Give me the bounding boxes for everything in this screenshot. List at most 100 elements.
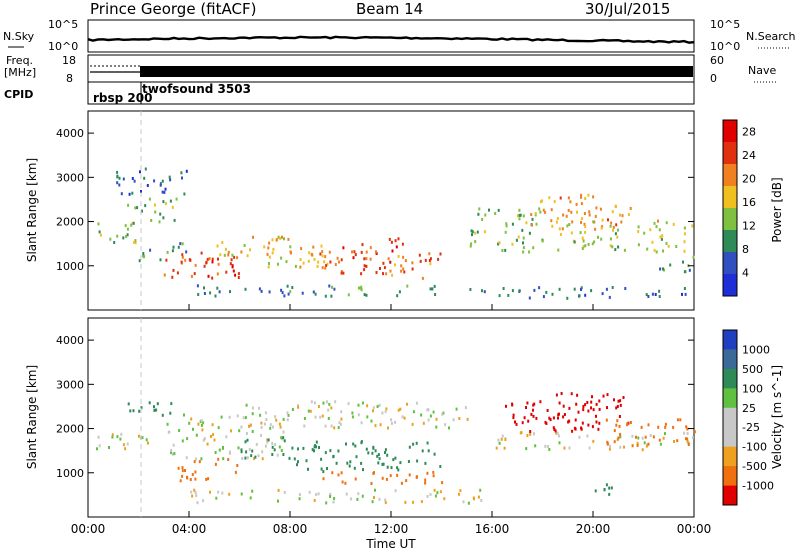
power-cell	[162, 216, 165, 220]
power-cell	[109, 237, 112, 241]
power-cell	[672, 222, 675, 226]
velocity-cell	[544, 444, 547, 448]
power-cell	[558, 287, 561, 291]
velocity-cell	[441, 412, 444, 416]
velocity-cell	[353, 466, 356, 470]
velocity-cell	[245, 403, 248, 407]
velocity-cell	[228, 415, 231, 419]
velocity-cell	[237, 446, 240, 450]
velocity-cell	[111, 433, 114, 437]
power-cell	[351, 250, 353, 254]
velocity-cell	[191, 494, 194, 498]
power-cell	[558, 227, 561, 231]
power-cell	[568, 223, 571, 226]
velocity-cell	[273, 448, 276, 452]
power-cell	[593, 240, 596, 244]
velocity-cell	[307, 467, 309, 471]
velocity-cell	[190, 490, 193, 494]
power-cell	[502, 287, 505, 290]
velocity-cell	[427, 408, 430, 412]
velocity-cell	[586, 434, 589, 438]
power-cell	[629, 206, 632, 210]
power-cell	[116, 175, 119, 179]
velocity-cell	[664, 425, 667, 429]
velocity-cell	[652, 435, 655, 439]
velocity-cell	[314, 415, 317, 419]
power-cell	[565, 214, 568, 218]
velocity-cell	[227, 458, 230, 461]
power-cell	[658, 289, 661, 293]
power-cell	[619, 213, 621, 217]
velocity-cell	[261, 457, 264, 461]
power-cell	[181, 242, 184, 246]
power-cell	[556, 217, 559, 220]
nave-tick-top: 60	[710, 54, 724, 67]
velocity-cell	[658, 438, 661, 442]
power-cell	[133, 240, 136, 244]
velocity-cell	[153, 405, 155, 409]
velocity-cell	[390, 421, 393, 425]
velocity-cell	[580, 426, 582, 430]
velocity-cell	[340, 471, 343, 475]
power-cell	[268, 290, 271, 294]
power-cell	[682, 260, 684, 264]
power-cell	[365, 250, 368, 254]
velocity-cell	[479, 488, 482, 492]
power-cell	[609, 237, 612, 241]
power-cell	[593, 220, 596, 224]
velocity-cell	[166, 422, 169, 426]
velocity-cell	[640, 425, 643, 429]
velocity-cell	[571, 429, 574, 433]
velocity-cell	[676, 418, 679, 422]
power-cell	[172, 268, 175, 272]
power-cell	[428, 252, 431, 256]
power-cell	[661, 234, 664, 238]
power-cell	[161, 179, 164, 183]
power-cell	[323, 260, 326, 264]
power-cell	[181, 255, 184, 259]
power-cell	[531, 223, 533, 227]
power-cell	[550, 208, 553, 212]
power-cell	[267, 265, 270, 269]
velocity-cell	[415, 475, 418, 479]
velocity-cell	[616, 438, 619, 442]
velocity-cell	[578, 435, 581, 439]
power-cell	[588, 210, 591, 214]
power-cell	[139, 170, 141, 174]
power-cell	[601, 218, 604, 222]
velocity-cell	[298, 493, 301, 496]
velocity-cell	[549, 418, 552, 422]
power-cell	[354, 253, 357, 257]
velocity-cell	[325, 501, 328, 505]
velocity-cell	[191, 473, 194, 476]
velocity-colorbar-label: Velocity [m s^-1]	[770, 365, 784, 469]
velocity-cell	[297, 405, 300, 409]
power-cell	[599, 207, 602, 211]
power-cell	[608, 295, 611, 299]
power-cell	[470, 242, 473, 246]
power-cell	[429, 257, 432, 261]
velocity-cell	[263, 422, 266, 426]
velocity-cell	[374, 488, 376, 492]
sky-noise-line	[87, 35, 695, 44]
velocity-colorbar-segment	[723, 446, 737, 467]
power-cell	[184, 258, 187, 262]
velocity-cell	[384, 410, 387, 414]
power-cell	[324, 266, 327, 270]
velocity-cell	[394, 456, 397, 460]
velocity-cell	[622, 396, 625, 399]
velocity-cell	[386, 453, 389, 457]
velocity-cell	[311, 448, 314, 452]
velocity-cell	[168, 430, 171, 434]
velocity-cell	[562, 404, 565, 408]
power-cell	[131, 191, 134, 195]
power-cell	[469, 244, 472, 248]
power-cell	[143, 176, 146, 180]
power-cell	[243, 244, 246, 247]
power-cell	[518, 217, 521, 221]
power-cell	[338, 260, 340, 264]
power-cell	[614, 248, 617, 252]
velocity-cell	[532, 403, 535, 407]
power-cell	[225, 247, 227, 251]
velocity-cell	[230, 429, 232, 433]
